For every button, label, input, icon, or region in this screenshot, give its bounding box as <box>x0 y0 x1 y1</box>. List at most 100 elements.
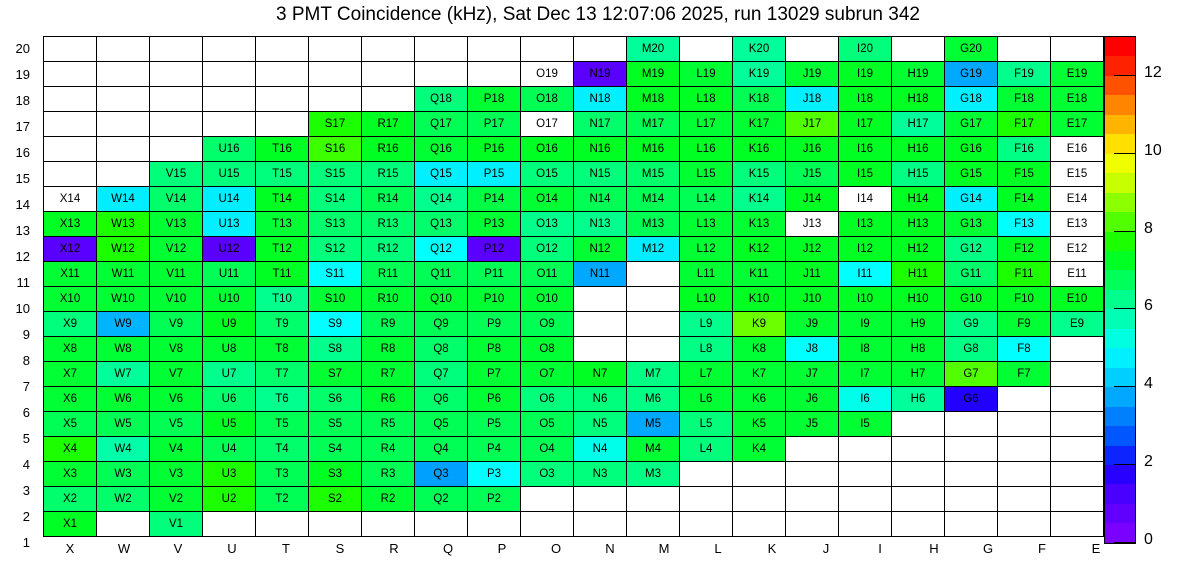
heatmap-cell-U16[interactable]: U16 <box>202 136 256 162</box>
heatmap-cell-P15[interactable]: P15 <box>467 161 521 187</box>
heatmap-cell-empty-P20[interactable] <box>467 36 521 62</box>
heatmap-cell-O13[interactable]: O13 <box>520 211 574 237</box>
heatmap-cell-H13[interactable]: H13 <box>891 211 945 237</box>
heatmap-cell-S3[interactable]: S3 <box>308 461 362 487</box>
heatmap-cell-K15[interactable]: K15 <box>732 161 786 187</box>
heatmap-cell-empty-O1[interactable] <box>520 511 574 537</box>
heatmap-cell-R14[interactable]: R14 <box>361 186 415 212</box>
heatmap-cell-empty-R18[interactable] <box>361 86 415 112</box>
heatmap-cell-empty-N2[interactable] <box>573 486 627 512</box>
heatmap-cell-S8[interactable]: S8 <box>308 336 362 362</box>
heatmap-cell-empty-G3[interactable] <box>944 461 998 487</box>
heatmap-cell-empty-T18[interactable] <box>255 86 309 112</box>
heatmap-cell-X8[interactable]: X8 <box>43 336 97 362</box>
heatmap-cell-X12[interactable]: X12 <box>43 236 97 262</box>
heatmap-cell-empty-T1[interactable] <box>255 511 309 537</box>
heatmap-cell-empty-E7[interactable] <box>1050 361 1104 387</box>
heatmap-cell-T3[interactable]: T3 <box>255 461 309 487</box>
heatmap-cell-P9[interactable]: P9 <box>467 311 521 337</box>
heatmap-cell-X1[interactable]: X1 <box>43 511 97 537</box>
heatmap-cell-empty-T20[interactable] <box>255 36 309 62</box>
heatmap-cell-R16[interactable]: R16 <box>361 136 415 162</box>
heatmap-cell-Q16[interactable]: Q16 <box>414 136 468 162</box>
heatmap-cell-Q8[interactable]: Q8 <box>414 336 468 362</box>
heatmap-cell-F11[interactable]: F11 <box>997 261 1051 287</box>
heatmap-cell-P17[interactable]: P17 <box>467 111 521 137</box>
heatmap-cell-empty-G2[interactable] <box>944 486 998 512</box>
heatmap-cell-empty-M9[interactable] <box>626 311 680 337</box>
heatmap-cell-empty-O20[interactable] <box>520 36 574 62</box>
heatmap-cell-X5[interactable]: X5 <box>43 411 97 437</box>
heatmap-cell-W9[interactable]: W9 <box>96 311 150 337</box>
heatmap-cell-I19[interactable]: I19 <box>838 61 892 87</box>
heatmap-cell-O12[interactable]: O12 <box>520 236 574 262</box>
heatmap-cell-J17[interactable]: J17 <box>785 111 839 137</box>
heatmap-cell-empty-N20[interactable] <box>573 36 627 62</box>
heatmap-cell-M7[interactable]: M7 <box>626 361 680 387</box>
heatmap-cell-J18[interactable]: J18 <box>785 86 839 112</box>
heatmap-cell-O4[interactable]: O4 <box>520 436 574 462</box>
heatmap-cell-G20[interactable]: G20 <box>944 36 998 62</box>
heatmap-cell-empty-F2[interactable] <box>997 486 1051 512</box>
heatmap-cell-M13[interactable]: M13 <box>626 211 680 237</box>
heatmap-cell-L5[interactable]: L5 <box>679 411 733 437</box>
heatmap-cell-O18[interactable]: O18 <box>520 86 574 112</box>
heatmap-cell-G7[interactable]: G7 <box>944 361 998 387</box>
heatmap-cell-P11[interactable]: P11 <box>467 261 521 287</box>
heatmap-cell-empty-V20[interactable] <box>149 36 203 62</box>
heatmap-cell-P2[interactable]: P2 <box>467 486 521 512</box>
heatmap-cell-V14[interactable]: V14 <box>149 186 203 212</box>
heatmap-cell-empty-H2[interactable] <box>891 486 945 512</box>
heatmap-cell-Q10[interactable]: Q10 <box>414 286 468 312</box>
heatmap-cell-empty-M11[interactable] <box>626 261 680 287</box>
heatmap-cell-empty-Q20[interactable] <box>414 36 468 62</box>
heatmap-cell-O7[interactable]: O7 <box>520 361 574 387</box>
heatmap-cell-T10[interactable]: T10 <box>255 286 309 312</box>
heatmap-cell-Q6[interactable]: Q6 <box>414 386 468 412</box>
heatmap-cell-empty-E2[interactable] <box>1050 486 1104 512</box>
heatmap-cell-K16[interactable]: K16 <box>732 136 786 162</box>
heatmap-cell-V4[interactable]: V4 <box>149 436 203 462</box>
heatmap-cell-N14[interactable]: N14 <box>573 186 627 212</box>
heatmap-cell-empty-J2[interactable] <box>785 486 839 512</box>
heatmap-cell-F16[interactable]: F16 <box>997 136 1051 162</box>
heatmap-cell-K14[interactable]: K14 <box>732 186 786 212</box>
heatmap-cell-G18[interactable]: G18 <box>944 86 998 112</box>
heatmap-cell-O17[interactable]: O17 <box>520 111 574 137</box>
heatmap-cell-V10[interactable]: V10 <box>149 286 203 312</box>
heatmap-cell-empty-H20[interactable] <box>891 36 945 62</box>
heatmap-cell-H16[interactable]: H16 <box>891 136 945 162</box>
heatmap-cell-R15[interactable]: R15 <box>361 161 415 187</box>
heatmap-cell-X14[interactable]: X14 <box>43 186 97 212</box>
heatmap-cell-U6[interactable]: U6 <box>202 386 256 412</box>
heatmap-cell-O10[interactable]: O10 <box>520 286 574 312</box>
heatmap-cell-S15[interactable]: S15 <box>308 161 362 187</box>
heatmap-cell-N3[interactable]: N3 <box>573 461 627 487</box>
heatmap-cell-I18[interactable]: I18 <box>838 86 892 112</box>
heatmap-cell-G8[interactable]: G8 <box>944 336 998 362</box>
heatmap-cell-empty-W1[interactable] <box>96 511 150 537</box>
heatmap-cell-S11[interactable]: S11 <box>308 261 362 287</box>
heatmap-cell-E16[interactable]: E16 <box>1050 136 1104 162</box>
heatmap-cell-M19[interactable]: M19 <box>626 61 680 87</box>
heatmap-cell-empty-T19[interactable] <box>255 61 309 87</box>
heatmap-cell-H15[interactable]: H15 <box>891 161 945 187</box>
heatmap-cell-empty-L3[interactable] <box>679 461 733 487</box>
heatmap-cell-empty-U19[interactable] <box>202 61 256 87</box>
heatmap-cell-empty-W16[interactable] <box>96 136 150 162</box>
heatmap-cell-empty-L2[interactable] <box>679 486 733 512</box>
heatmap-cell-F9[interactable]: F9 <box>997 311 1051 337</box>
heatmap-cell-empty-M2[interactable] <box>626 486 680 512</box>
heatmap-cell-empty-I3[interactable] <box>838 461 892 487</box>
heatmap-cell-W6[interactable]: W6 <box>96 386 150 412</box>
heatmap-cell-R8[interactable]: R8 <box>361 336 415 362</box>
heatmap-cell-empty-E4[interactable] <box>1050 436 1104 462</box>
heatmap-cell-X2[interactable]: X2 <box>43 486 97 512</box>
heatmap-cell-L9[interactable]: L9 <box>679 311 733 337</box>
heatmap-cell-M12[interactable]: M12 <box>626 236 680 262</box>
heatmap-cell-T8[interactable]: T8 <box>255 336 309 362</box>
heatmap-cell-empty-K1[interactable] <box>732 511 786 537</box>
heatmap-cell-G16[interactable]: G16 <box>944 136 998 162</box>
heatmap-cell-T5[interactable]: T5 <box>255 411 309 437</box>
heatmap-cell-empty-E1[interactable] <box>1050 511 1104 537</box>
